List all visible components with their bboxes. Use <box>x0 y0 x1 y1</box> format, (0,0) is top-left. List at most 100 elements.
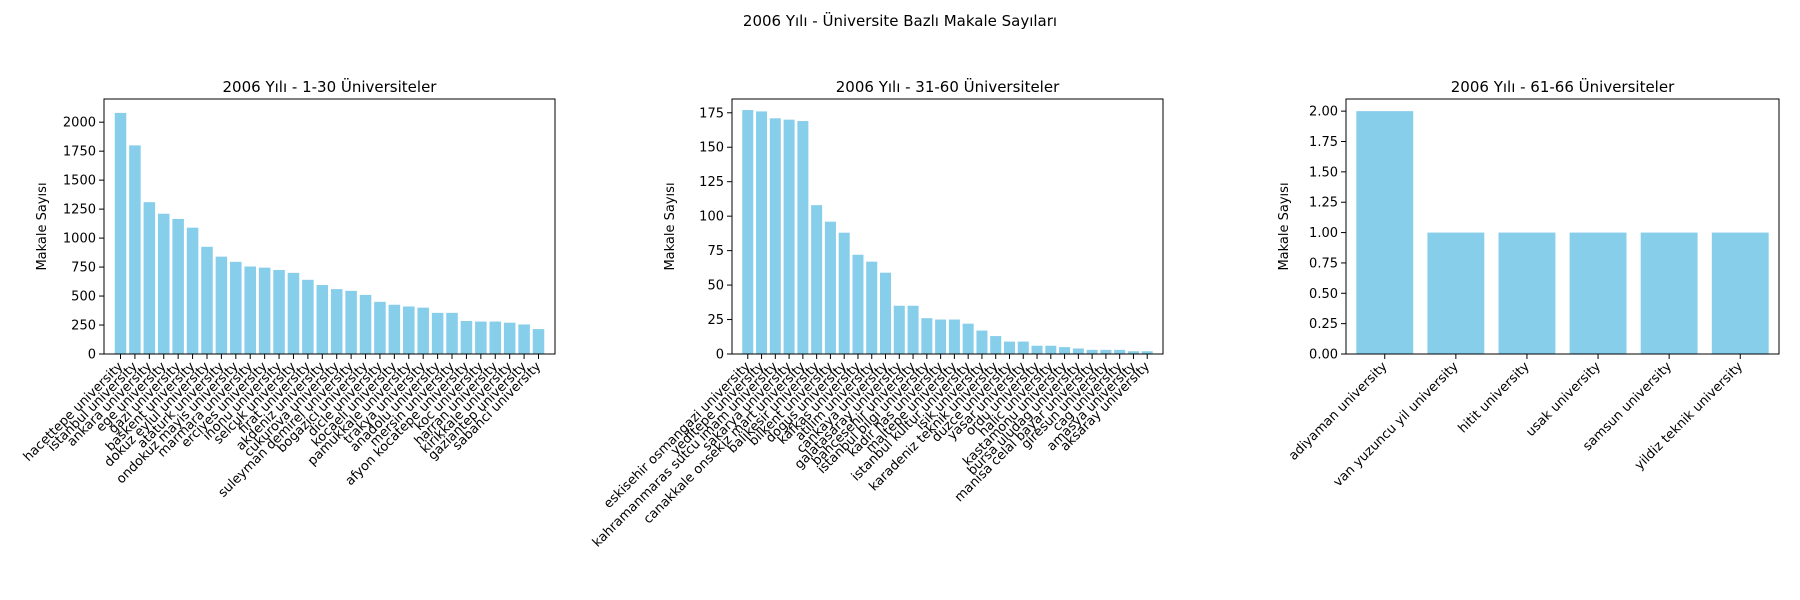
plot-frame <box>103 98 556 355</box>
y-tick-label: 250 <box>71 319 96 334</box>
bar-2-22 <box>1031 345 1043 354</box>
bar-3-5 <box>1640 232 1698 354</box>
y-tick-label: 75 <box>707 244 724 259</box>
y-tick-label: 175 <box>699 106 724 121</box>
bar-2-26 <box>1086 349 1098 354</box>
y-tick-label: 100 <box>699 210 724 225</box>
y-tick-label: 1.50 <box>1309 165 1338 180</box>
bar-1-24 <box>446 312 458 354</box>
y-tick-label: 1.25 <box>1309 196 1338 211</box>
bar-2-24 <box>1059 347 1071 354</box>
bar-3-2 <box>1427 232 1485 354</box>
bar-1-21 <box>403 306 415 354</box>
bar-1-23 <box>431 312 444 354</box>
bar-2-21 <box>1017 341 1029 354</box>
bar-2-17 <box>962 323 974 354</box>
y-tick-label: 0.00 <box>1309 348 1338 363</box>
bar-2-12 <box>893 305 905 354</box>
y-tick-label: 500 <box>71 290 96 305</box>
y-tick-label: 125 <box>699 175 724 190</box>
y-tick-label: 150 <box>699 141 724 156</box>
bar-1-8 <box>215 256 228 354</box>
y-tick-label: 1500 <box>63 174 96 189</box>
bar-2-23 <box>1045 345 1057 354</box>
bar-1-26 <box>475 321 487 354</box>
y-tick-label: 1.75 <box>1309 135 1338 150</box>
bar-2-16 <box>948 319 960 354</box>
bar-1-14 <box>302 279 314 354</box>
bar-2-25 <box>1072 348 1084 354</box>
chart-3: 0.000.250.500.751.001.251.501.752.00adiy… <box>1277 77 1780 490</box>
bar-1-7 <box>201 246 213 354</box>
y-tick-label: 2.00 <box>1309 105 1338 120</box>
y-tick-label: 1000 <box>63 232 96 247</box>
bar-1-6 <box>186 227 199 354</box>
y-tick-label: 2000 <box>63 116 96 131</box>
bar-1-17 <box>345 290 357 354</box>
bar-2-30 <box>1141 351 1153 354</box>
bar-1-27 <box>489 321 502 354</box>
plot-frame <box>731 98 1164 355</box>
bar-1-10 <box>244 266 256 354</box>
bar-3-3 <box>1498 232 1556 354</box>
bar-2-5 <box>797 121 809 354</box>
y-tick-label: 0.25 <box>1309 317 1338 332</box>
bar-1-30 <box>532 329 545 354</box>
y-tick-label: 50 <box>707 279 724 294</box>
y-tick-label: 0.50 <box>1309 287 1338 302</box>
chart-title: 2006 Yılı - 61-66 Üniversiteler <box>1451 77 1675 96</box>
bar-1-4 <box>157 213 170 354</box>
bar-1-16 <box>330 289 343 354</box>
bar-2-28 <box>1114 349 1126 354</box>
chart-1: 025050075010001250150017502000hacettepe … <box>21 77 556 501</box>
bar-2-13 <box>907 305 919 354</box>
x-tick-label: usak university <box>1523 359 1604 440</box>
figure-suptitle: 2006 Yılı - Üniversite Bazlı Makale Sayı… <box>743 11 1057 30</box>
bar-3-4 <box>1569 232 1627 354</box>
y-tick-label: 750 <box>71 261 96 276</box>
y-tick-label: 25 <box>707 313 724 328</box>
bar-2-9 <box>852 254 864 354</box>
bar-1-9 <box>230 261 242 354</box>
bar-2-6 <box>811 205 823 354</box>
bar-2-19 <box>990 336 1002 354</box>
y-tick-label: 1250 <box>63 203 96 218</box>
bar-1-12 <box>273 269 285 354</box>
bar-1-19 <box>374 301 386 354</box>
bar-1-29 <box>518 324 530 354</box>
x-tick-label: kahramanmaras sutcu imam university <box>590 359 781 550</box>
y-tick-label: 1.00 <box>1309 226 1338 241</box>
bar-1-11 <box>258 267 271 354</box>
y-tick-label: 1750 <box>63 145 96 160</box>
bar-2-29 <box>1127 351 1139 354</box>
chart-title: 2006 Yılı - 1-30 Üniversiteler <box>223 77 438 96</box>
bar-2-4 <box>783 119 795 355</box>
bar-2-1 <box>742 110 754 354</box>
bar-1-28 <box>503 322 516 354</box>
bar-2-3 <box>769 118 781 354</box>
x-tick-label: van yuzuncu yil university <box>1331 359 1462 490</box>
bar-2-8 <box>838 232 850 354</box>
bar-2-18 <box>976 330 988 354</box>
bar-2-20 <box>1003 341 1015 354</box>
y-axis-label: Makale Sayısı <box>1277 182 1292 270</box>
y-axis-label: Makale Sayısı <box>35 182 50 270</box>
y-tick-label: 0 <box>716 348 724 363</box>
bar-1-22 <box>417 307 429 354</box>
bar-1-1 <box>114 112 127 354</box>
bar-2-11 <box>880 272 892 354</box>
y-axis-label: Makale Sayısı <box>663 182 678 270</box>
bar-1-5 <box>172 218 184 354</box>
x-tick-label: hitit university <box>1456 359 1533 436</box>
bar-3-6 <box>1711 232 1769 354</box>
y-tick-label: 0.75 <box>1309 256 1338 271</box>
bar-2-27 <box>1100 349 1112 354</box>
bar-2-2 <box>756 111 768 354</box>
bar-3-1 <box>1356 111 1414 354</box>
bar-2-7 <box>824 221 836 354</box>
plot-frame <box>1345 98 1780 355</box>
bar-1-3 <box>143 202 156 354</box>
y-tick-label: 0 <box>88 348 96 363</box>
